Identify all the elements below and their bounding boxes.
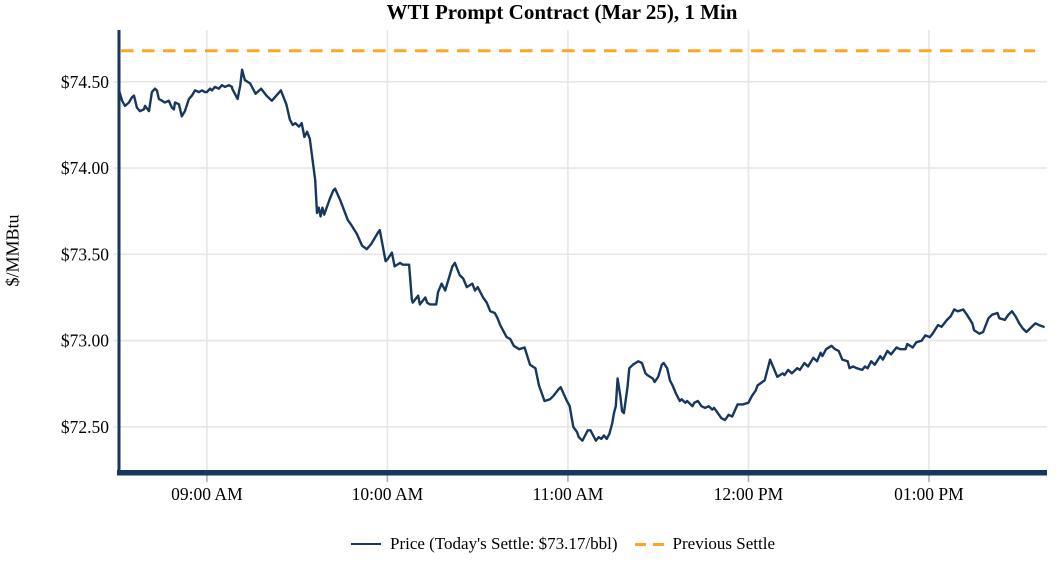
x-tick-label: 10:00 AM xyxy=(352,484,424,504)
legend: Price (Today's Settle: $73.17/bbl) Previ… xyxy=(35,534,1056,554)
dash-segment xyxy=(634,542,646,546)
price-line xyxy=(117,68,1045,442)
y-tick-label: $73.00 xyxy=(61,331,109,351)
x-tick-label: 09:00 AM xyxy=(171,484,243,504)
y-tick-label: $74.50 xyxy=(61,72,109,92)
y-tick-label: $72.50 xyxy=(61,417,109,437)
price-legend-label: Price (Today's Settle: $73.17/bbl) xyxy=(389,534,618,553)
previous-settle-legend-label: Previous Settle xyxy=(672,534,776,553)
previous-settle-swatch xyxy=(634,542,664,546)
price-line-swatch xyxy=(350,543,381,545)
y-tick-label: $74.00 xyxy=(61,158,109,178)
x-tick-label: 01:00 PM xyxy=(894,484,964,504)
dash-segment xyxy=(652,542,664,546)
chart-title: WTI Prompt Contract (Mar 25), 1 Min xyxy=(386,0,738,24)
y-tick-label: $73.50 xyxy=(61,244,109,264)
x-tick-label: 11:00 AM xyxy=(533,484,604,504)
x-axis-line xyxy=(117,470,1047,476)
x-tick-label: 12:00 PM xyxy=(714,484,784,504)
